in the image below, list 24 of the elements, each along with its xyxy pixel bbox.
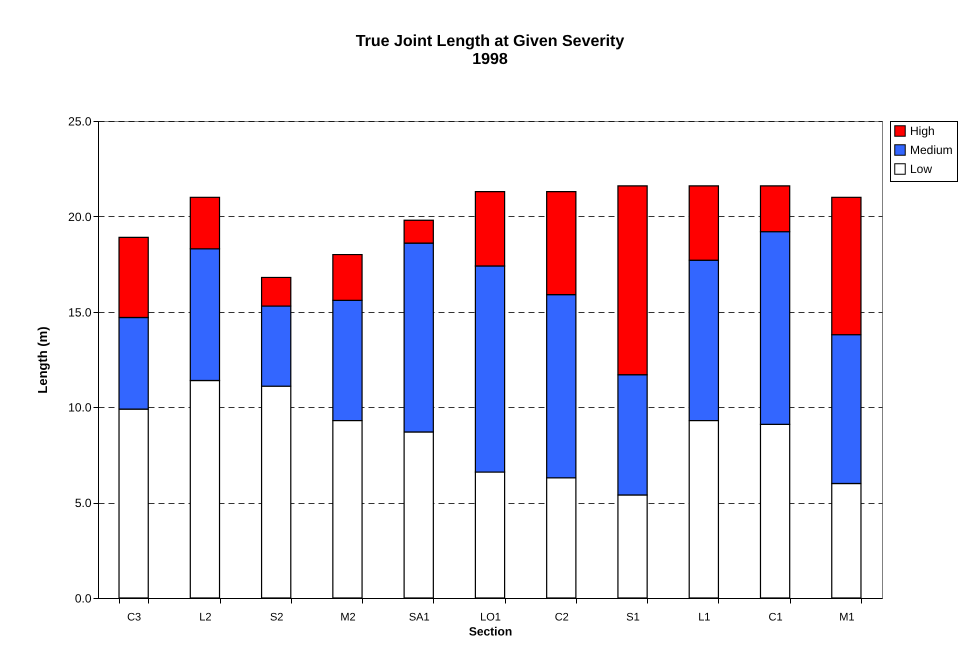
y-tick-label: 10.0 (68, 400, 92, 415)
y-tick-label: 5.0 (74, 496, 92, 510)
y-tick-label: 25.0 (68, 114, 92, 128)
x-axis-title: Section (468, 624, 512, 638)
chart-subtitle: 1998 (472, 51, 508, 68)
x-tick-label: SA1 (408, 612, 430, 624)
legend-label: Medium (910, 143, 953, 157)
x-tick-label: L2 (199, 612, 212, 624)
x-tick-label: L1 (698, 612, 710, 624)
y-tick-label: 0.0 (74, 592, 92, 606)
y-tick-label: 20.0 (68, 210, 92, 224)
y-tick-label: 15.0 (68, 305, 92, 320)
y-axis-title: Length (m) (35, 326, 50, 394)
x-tick-label: LO1 (480, 612, 501, 624)
x-tick-label: M1 (839, 612, 855, 624)
x-tick-label: C1 (768, 612, 783, 624)
x-tick-label: S2 (270, 612, 284, 624)
x-tick-label: M2 (340, 612, 356, 624)
x-tick-label: C3 (127, 612, 142, 624)
x-tick-label: S1 (626, 612, 640, 624)
legend-label: High (910, 124, 935, 138)
chart-title: True Joint Length at Given Severity (356, 33, 624, 50)
legend-label: Low (910, 162, 932, 176)
x-tick-label: C2 (554, 612, 569, 624)
